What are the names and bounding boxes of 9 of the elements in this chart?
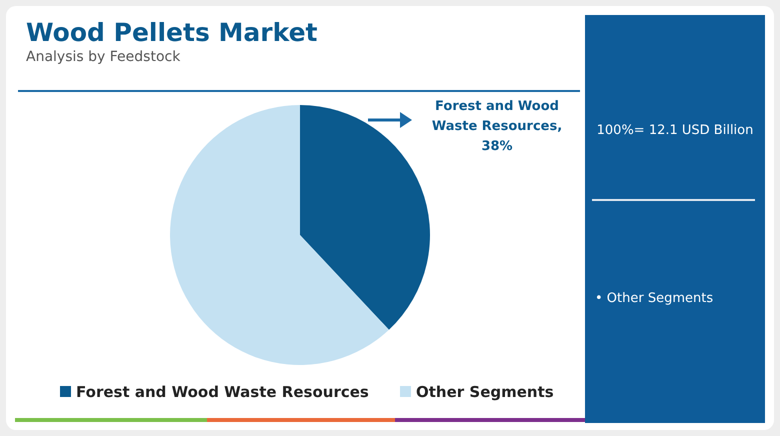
chart-subtitle: Analysis by Feedstock (26, 49, 182, 65)
chart-title: Wood Pellets Market (26, 18, 318, 47)
pie-slice (170, 105, 389, 365)
data-label: Forest and Wood Waste Resources, 38% (432, 99, 562, 154)
text: 100%= 12.1 USD Billion (596, 123, 754, 138)
legend-label: Forest and Wood Waste Resources (76, 383, 369, 401)
text: • Other Segments (595, 291, 714, 306)
legend-label: Other Segments (416, 383, 554, 401)
pie-slice (300, 105, 430, 330)
